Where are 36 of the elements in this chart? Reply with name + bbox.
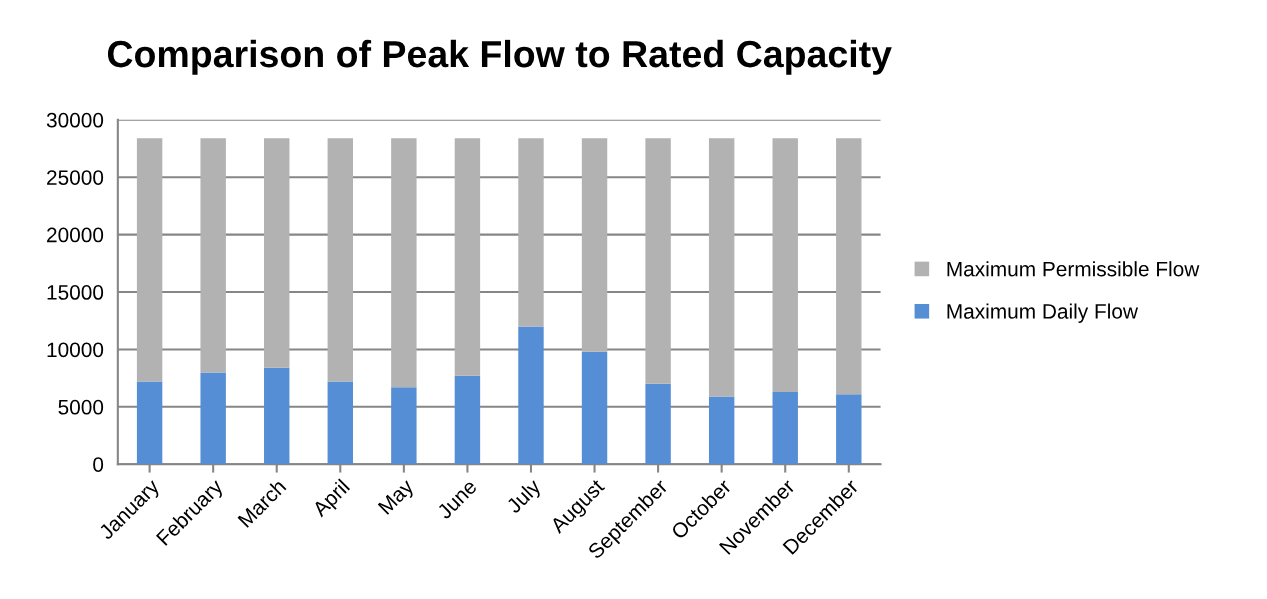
bar bbox=[518, 326, 544, 465]
x-tick-label: May bbox=[377, 477, 418, 518]
bar bbox=[645, 138, 671, 384]
bar bbox=[581, 351, 608, 465]
bar bbox=[454, 375, 481, 465]
legend-label: Maximum Daily Flow bbox=[947, 303, 1139, 323]
bar bbox=[772, 138, 798, 392]
x-tick-label: July bbox=[505, 477, 545, 518]
bar bbox=[708, 396, 735, 465]
bar bbox=[708, 138, 735, 397]
y-tick-label: 10000 bbox=[47, 342, 104, 358]
bar bbox=[836, 138, 862, 395]
bar bbox=[391, 387, 417, 465]
bar bbox=[200, 138, 226, 373]
y-tick-label: 0 bbox=[93, 457, 104, 472]
legend-label: Maximum Permissible Flow bbox=[947, 261, 1200, 277]
bar bbox=[772, 391, 798, 465]
bar bbox=[518, 138, 544, 327]
y-tick-label: 5000 bbox=[58, 399, 104, 415]
bar bbox=[327, 381, 354, 465]
bar bbox=[645, 383, 671, 465]
y-tick-label: 25000 bbox=[47, 170, 104, 185]
bar bbox=[264, 138, 290, 368]
bar bbox=[836, 394, 862, 465]
y-tick-label: 30000 bbox=[46, 112, 104, 128]
bar bbox=[454, 138, 481, 376]
bar bbox=[264, 367, 290, 465]
bar bbox=[200, 372, 226, 465]
bar bbox=[136, 138, 163, 382]
y-tick-label: 20000 bbox=[47, 227, 104, 243]
bar bbox=[327, 138, 354, 382]
chart-title: Comparison of Peak Flow to Rated Capacity bbox=[107, 39, 892, 75]
bar bbox=[391, 138, 417, 388]
bar bbox=[136, 381, 163, 465]
y-tick-label: 15000 bbox=[47, 285, 104, 300]
bar bbox=[581, 138, 608, 352]
